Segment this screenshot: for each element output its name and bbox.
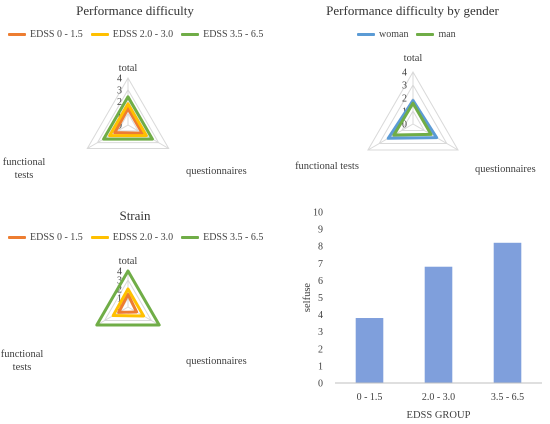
radar-tick-label: 2 — [117, 285, 122, 296]
x-axis-title: EDSS GROUP — [407, 410, 471, 421]
radar-tick-label: 4 — [117, 267, 122, 278]
legend-swatch — [8, 33, 26, 36]
legend-label: EDSS 0 - 1.5 — [30, 232, 83, 243]
legend-label: man — [438, 29, 456, 40]
legend-item: EDSS 3.5 - 6.5 — [181, 232, 263, 243]
radar-series-line — [95, 269, 161, 327]
radar-axis-line — [87, 124, 129, 149]
legend-swatch — [90, 236, 109, 239]
chart-title: Strain — [119, 208, 151, 223]
y-tick-label: 4 — [318, 310, 323, 321]
legend-label: EDSS 2.0 - 3.0 — [112, 232, 174, 243]
legend-swatch — [181, 33, 200, 36]
radar-tick-label: 3 — [117, 276, 122, 287]
radar-tick-label: 0 — [402, 120, 407, 131]
legend-label: EDSS 3.5 - 6.5 — [203, 29, 264, 40]
radar-series-line — [386, 99, 439, 140]
radar-axis-label: questionnaires — [186, 166, 247, 177]
radar-grid-ring — [96, 88, 160, 144]
bar — [424, 266, 453, 383]
radar-tick-label: 2 — [402, 94, 407, 105]
radar-series-line — [392, 101, 433, 137]
radar-tick-label: 3 — [402, 81, 407, 92]
chart-legend: woman man — [357, 29, 464, 40]
radar-tick-label: 4 — [117, 74, 122, 85]
radar-series-line — [117, 292, 139, 314]
legend-swatch — [90, 33, 109, 36]
y-tick-label: 6 — [318, 276, 323, 287]
radar-series-line — [111, 287, 146, 318]
bar — [493, 242, 522, 383]
legend-label: EDSS 2.0 - 3.0 — [112, 29, 174, 40]
radar-grid-ring — [86, 77, 170, 149]
radar-grid-ring — [103, 279, 153, 321]
legend-label: woman — [379, 29, 409, 40]
radar-grid-ring — [367, 71, 459, 151]
radar-grid-ring — [400, 110, 426, 131]
radar-axis-label: total — [119, 63, 138, 74]
radar-grid-ring — [116, 112, 140, 132]
bar-plot: 0 1 2 3 4 5 6 7 8 9 10 0 - 1.5 2.0 - 3.0 3.5 - 6.5 EDS… — [302, 208, 542, 421]
legend-item: EDSS 0 - 1.5 — [8, 232, 83, 243]
legend-swatch — [8, 236, 26, 239]
y-tick-label: 0 — [318, 379, 323, 390]
y-axis-title: selfuse — [302, 283, 313, 312]
radar-axis-label: total — [119, 256, 138, 267]
radar-grid-ring — [378, 84, 448, 144]
radar-axis-label: questionnaires — [186, 356, 247, 367]
legend-item: man — [416, 29, 456, 40]
radar-axis-label: questionnaires — [475, 164, 536, 175]
y-tick-label: 1 — [318, 361, 323, 372]
radar-tick-label: 1 — [117, 294, 122, 305]
radar-tick-label: 4 — [402, 68, 407, 79]
legend-label: EDSS 0 - 1.5 — [30, 29, 83, 40]
radar-series-line — [102, 95, 154, 141]
x-tick-label: 3.5 - 6.5 — [491, 392, 524, 403]
bar — [355, 318, 384, 383]
strain-chart: Strain EDSS 0 - 1.5 EDSS 2.0 - 3.0 EDSS 3.… — [0, 200, 270, 424]
legend-swatch — [181, 236, 200, 239]
legend-swatch — [416, 33, 435, 36]
y-tick-label: 3 — [318, 327, 323, 338]
chart-title: Performance difficulty — [76, 3, 194, 18]
chart-title: Performance difficulty by gender — [326, 3, 499, 18]
radar-axis-label: functional tests — [295, 161, 359, 172]
radar-axis-label: functional tests — [1, 349, 44, 373]
selfuse-bar-chart: 0 1 2 3 4 5 6 7 8 9 10 0 - 1.5 2.0 - 3.0 3.5 - 6.5 EDS… — [290, 200, 550, 424]
legend-swatch — [357, 33, 375, 36]
radar-tick-label: 2 — [117, 97, 122, 108]
chart-legend: EDSS 0 - 1.5 EDSS 2.0 - 3.0 EDSS 3.5 - 6.5 — [8, 232, 271, 243]
y-tick-label: 10 — [313, 208, 323, 219]
y-tick-label: 8 — [318, 242, 323, 253]
x-tick-label: 0 - 1.5 — [357, 392, 383, 403]
legend-item: woman — [357, 29, 408, 40]
legend-item: EDSS 3.5 - 6.5 — [181, 29, 263, 40]
radar-axis-line — [127, 124, 169, 149]
radar-series-line — [108, 102, 148, 138]
radar-axis-label: functional tests — [3, 157, 46, 181]
legend-label: EDSS 3.5 - 6.5 — [203, 232, 264, 243]
performance-difficulty-chart: Performance difficulty EDSS 0 - 1.5 EDSS … — [0, 0, 270, 200]
y-tick-label: 5 — [318, 293, 323, 304]
y-tick-label: 7 — [318, 259, 323, 270]
x-tick-label: 2.0 - 3.0 — [422, 392, 455, 403]
chart-legend: EDSS 0 - 1.5 EDSS 2.0 - 3.0 EDSS 3.5 - 6.5 — [8, 29, 271, 40]
legend-item: EDSS 0 - 1.5 — [8, 29, 83, 40]
radar-series-line — [113, 107, 144, 135]
legend-item: EDSS 2.0 - 3.0 — [90, 29, 174, 40]
performance-difficulty-by-gender-chart: Performance difficulty by gender woman ma… — [275, 0, 550, 200]
y-tick-label: 9 — [318, 225, 323, 236]
radar-tick-label: 3 — [117, 85, 122, 96]
y-tick-label: 2 — [318, 344, 323, 355]
radar-axis-label: total — [404, 53, 423, 64]
legend-item: EDSS 2.0 - 3.0 — [90, 232, 174, 243]
